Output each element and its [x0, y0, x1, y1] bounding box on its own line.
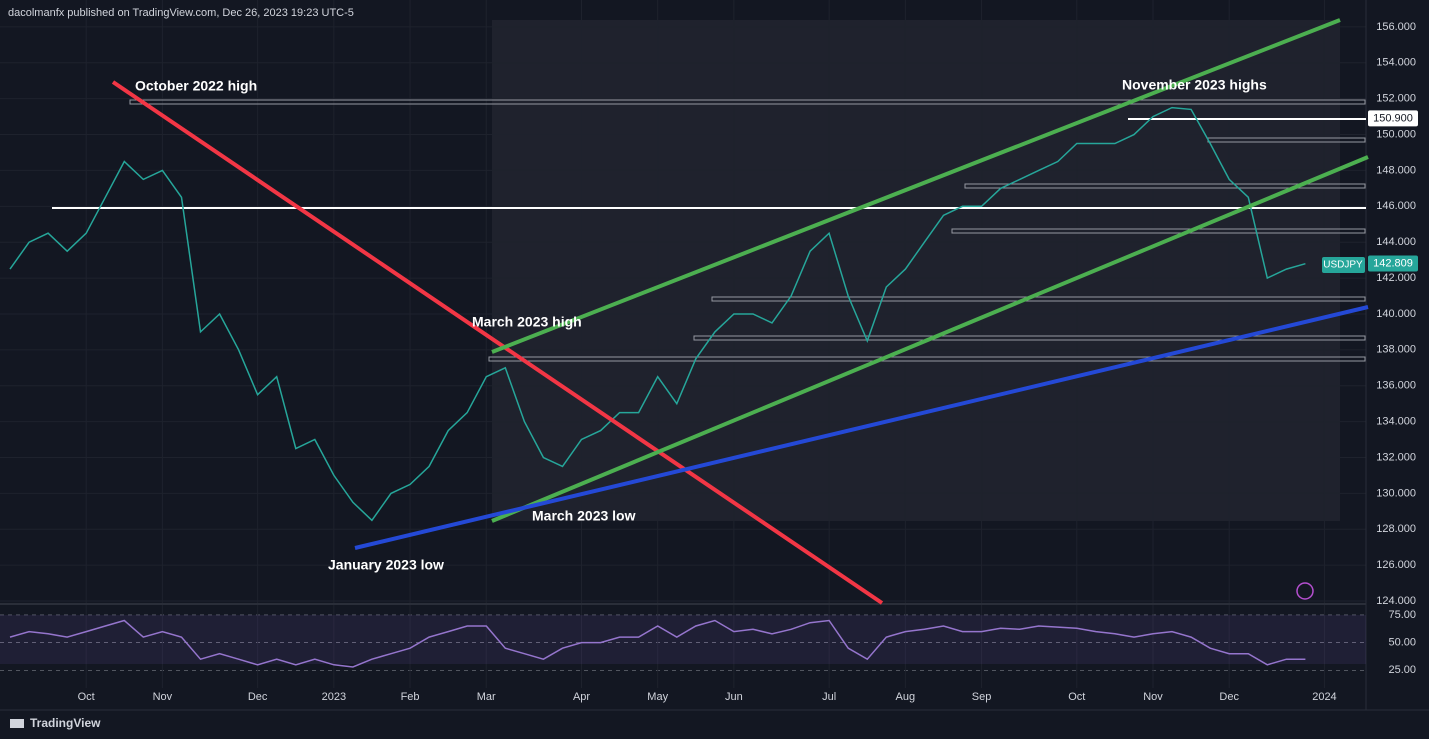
y-tick-label: 25.00: [1388, 664, 1416, 676]
annotation: March 2023 high: [472, 314, 582, 330]
shade: [492, 20, 1340, 521]
channel-upper: [491, 18, 1341, 354]
series-line: [9, 619, 1306, 668]
symbol-tag: [1322, 257, 1365, 273]
y-tick-label: 128.000: [1376, 523, 1416, 535]
price-tag: [1368, 110, 1418, 127]
level-box: [711, 296, 1366, 302]
x-tick-label: Oct: [1068, 691, 1085, 703]
y-tick-label: 152.000: [1376, 93, 1416, 105]
price-tag-label: 150.900: [1373, 112, 1413, 124]
level-box: [693, 335, 1366, 341]
price-tag-label: 142.809: [1373, 257, 1413, 269]
trend-line: [111, 80, 884, 605]
y-tick-label: 154.000: [1376, 57, 1416, 69]
x-tick-label: 2023: [322, 691, 346, 703]
x-tick-label: Oct: [78, 691, 95, 703]
support-line: [354, 305, 1369, 550]
x-tick-label: Dec: [248, 691, 268, 703]
level-box: [964, 183, 1366, 189]
series-layer: [9, 106, 1306, 668]
y-tick-label: 142.000: [1376, 272, 1416, 284]
annotation: November 2023 highs: [1122, 77, 1267, 93]
x-tick-label: 2024: [1312, 691, 1336, 703]
level-box: [488, 356, 1366, 362]
brand-logo: [10, 719, 24, 728]
x-tick-label: Mar: [477, 691, 496, 703]
level-box: [951, 228, 1366, 234]
y-tick-label: 75.00: [1388, 609, 1416, 621]
y-tick-label: 134.000: [1376, 416, 1416, 428]
annotation: March 2023 low: [532, 508, 636, 524]
y-tick-label: 126.000: [1376, 559, 1416, 571]
x-tick-label: Dec: [1219, 691, 1239, 703]
levels: [52, 99, 1366, 362]
symbol: USDJPY: [1323, 260, 1363, 271]
level-box: [129, 99, 1366, 105]
x-tick-label: Aug: [896, 691, 916, 703]
x-tick-label: Sep: [972, 691, 992, 703]
y-tick-label: 146.000: [1376, 200, 1416, 212]
y-tick-label: 148.000: [1376, 164, 1416, 176]
y-tick-label: 50.00: [1388, 637, 1416, 649]
brand: TradingView: [30, 716, 101, 730]
annotation: January 2023 low: [328, 557, 444, 573]
series-line: [9, 106, 1306, 522]
y-tick-label: 140.000: [1376, 308, 1416, 320]
x-tick-label: Apr: [573, 691, 590, 703]
y-tick-label: 132.000: [1376, 451, 1416, 463]
y-tick-label: 150.000: [1376, 128, 1416, 140]
publisher: dacolmanfx published on TradingView.com,…: [8, 7, 354, 19]
x-tick-label: Nov: [1143, 691, 1163, 703]
x-tick-label: Nov: [153, 691, 173, 703]
price-tag: [1368, 255, 1418, 272]
alert-icon[interactable]: [1296, 582, 1314, 600]
channel-lower: [491, 155, 1369, 523]
rsi-band: [0, 615, 1366, 664]
y-tick-label: 138.000: [1376, 344, 1416, 356]
x-tick-label: Feb: [401, 691, 420, 703]
y-tick-label: 144.000: [1376, 236, 1416, 248]
y-tick-label: 124.000: [1376, 595, 1416, 607]
x-tick-label: May: [647, 691, 668, 703]
x-tick-label: Jun: [725, 691, 743, 703]
x-tick-label: Jul: [822, 691, 836, 703]
y-tick-label: 136.000: [1376, 380, 1416, 392]
annotation: October 2022 high: [135, 78, 257, 94]
y-tick-label: 130.000: [1376, 487, 1416, 499]
y-tick-label: 156.000: [1376, 21, 1416, 33]
